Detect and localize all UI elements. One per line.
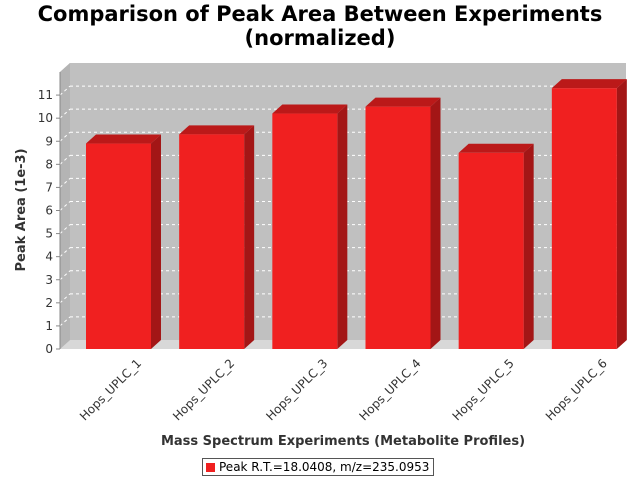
legend-swatch [206, 462, 215, 472]
x-tick-label: Hops_UPLC_5 [450, 356, 517, 423]
x-tick-label: Hops_UPLC_1 [77, 356, 144, 423]
gridline-side [59, 293, 71, 304]
x-axis-title: Mass Spectrum Experiments (Metabolite Pr… [161, 434, 525, 449]
gridline-side [59, 247, 71, 258]
bar-side [523, 143, 534, 349]
bar [551, 88, 617, 350]
bar-side [151, 134, 161, 349]
bar-top [86, 134, 161, 144]
x-tick-label: Hops_UPLC_3 [263, 356, 330, 423]
y-tick-label: 9 [45, 134, 53, 148]
legend-label: Peak R.T.=18.0408, m/z=235.0953 [219, 460, 430, 474]
bar-side [430, 97, 441, 349]
x-tick-label: Hops_UPLC_6 [543, 356, 610, 423]
y-tick-label: 3 [45, 273, 53, 287]
bar-side [244, 125, 255, 349]
bar-top [179, 125, 255, 135]
bar [86, 143, 151, 349]
bar-group [365, 97, 441, 349]
x-axis: Hops_UPLC_1 Hops_UPLC_2 Hops_UPLC_3 Hops_UP… [77, 356, 610, 423]
x-tick-label: Hops_UPLC_2 [170, 356, 237, 423]
y-tick-label: 11 [38, 88, 53, 102]
x-tick-label: Hops_UPLC_4 [356, 356, 423, 423]
y-tick-label: 8 [45, 157, 53, 171]
y-tick-label: 5 [45, 227, 53, 241]
gridline-side [59, 131, 71, 142]
legend: Peak R.T.=18.0408, m/z=235.0953 [202, 458, 435, 476]
y-tick-label: 7 [45, 180, 53, 194]
bar-group [179, 125, 255, 349]
gridline-side [59, 316, 71, 327]
bar [179, 134, 245, 349]
bar-top [551, 79, 627, 89]
y-axis-title: Peak Area (1e-3) [14, 148, 29, 271]
bar-top [365, 97, 441, 107]
bar [365, 106, 431, 349]
y-tick-label: 2 [45, 296, 53, 310]
bar-group [551, 79, 627, 350]
bar-top [272, 104, 348, 114]
chart-title-line-2: (normalized) [244, 26, 396, 50]
gridline-side [59, 85, 71, 96]
bar-top [458, 143, 534, 153]
bars [86, 79, 627, 350]
chart-title: Comparison of Peak Area Between Experime… [0, 2, 640, 50]
gridline-side [59, 201, 71, 211]
bar-group [86, 134, 161, 349]
y-tick-label: 1 [45, 319, 53, 333]
chart-title-line-1: Comparison of Peak Area Between Experime… [37, 2, 603, 26]
gridline-side [59, 108, 71, 119]
y-tick-label: 4 [45, 250, 53, 264]
gridline-side [59, 154, 71, 165]
gridline-side [59, 224, 71, 234]
bar [458, 152, 524, 349]
bar-side [337, 104, 348, 349]
gridline-side [59, 270, 71, 281]
y-axis: 0 1 2 3 4 5 6 7 8 9 10 11 [38, 72, 61, 356]
bar [272, 113, 338, 349]
y-tick-label: 6 [45, 204, 53, 218]
y-tick-label: 10 [38, 111, 53, 125]
bar-group [458, 143, 534, 349]
gridline-side [59, 178, 71, 188]
bar-side [616, 79, 627, 350]
y-tick-label: 0 [45, 342, 53, 356]
bar-group [272, 104, 348, 349]
